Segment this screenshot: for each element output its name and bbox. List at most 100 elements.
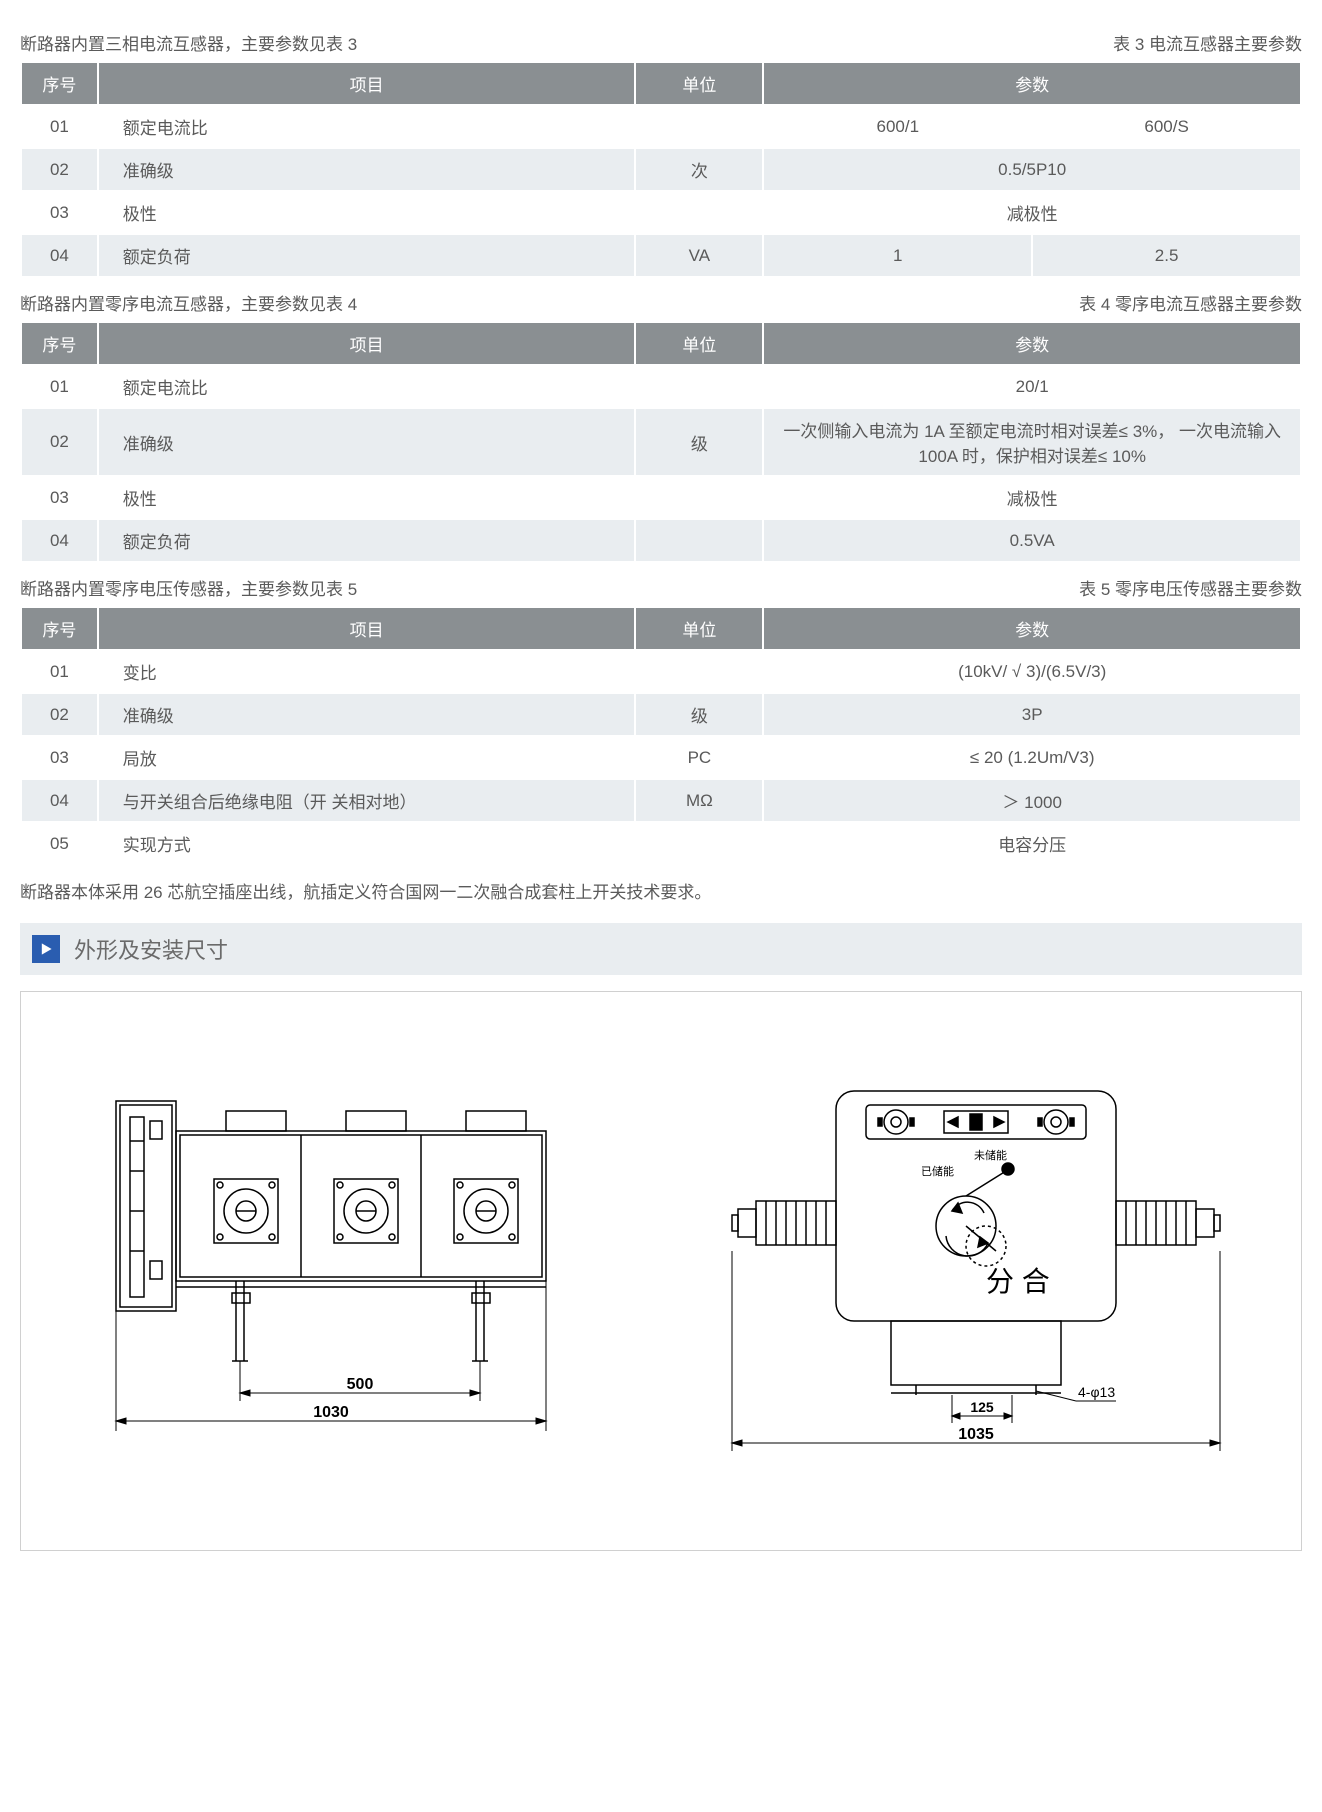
dim-4phi13: 4-φ13 [1078,1384,1115,1400]
cell-seq: 02 [21,693,98,736]
th-param: 参数 [763,607,1301,650]
dim-500: 500 [347,1376,374,1393]
cell-seq: 03 [21,736,98,779]
drawing-right: 已储能 未储能 分 合 125 [661,1051,1291,1491]
table-row: 02 准确级 级 3P [21,693,1301,736]
th-param: 参数 [763,62,1301,105]
dim-125: 125 [970,1399,994,1415]
th-unit: 单位 [635,322,763,365]
cell-unit: 级 [635,408,763,476]
cell-item: 与开关组合后绝缘电阻（开 关相对地） [98,779,636,822]
cell-seq: 04 [21,519,98,562]
play-icon [32,935,60,963]
cell-seq: 02 [21,148,98,191]
cell-item: 变比 [98,650,636,693]
cell-unit: MΩ [635,779,763,822]
cell-seq: 01 [21,105,98,148]
th-item: 项目 [98,607,636,650]
cell-param-b: 600/S [1032,105,1301,148]
cell-seq: 01 [21,365,98,408]
cell-param-a: 600/1 [763,105,1032,148]
table-row: 05 实现方式 电容分压 [21,822,1301,865]
table5: 序号 项目 单位 参数 01 变比 (10kV/ √ 3)/(6.5V/3) 0… [20,606,1302,866]
th-seq: 序号 [21,322,98,365]
cell-unit [635,365,763,408]
cell-param: ＞ 1000 [763,779,1301,822]
table4-caption-left: 断路器内置零序电流互感器，主要参数见表 4 [20,290,357,315]
cell-seq: 01 [21,650,98,693]
table-row: 03 极性 减极性 [21,476,1301,519]
th-item: 项目 [98,322,636,365]
table-row: 04 额定负荷 VA 1 2.5 [21,234,1301,277]
label-open-close: 分 合 [986,1266,1050,1297]
cell-param: 一次侧输入电流为 1A 至额定电流时相对误差≤ 3%， 一次电流输入 100A … [763,408,1301,476]
table3-caption-row: 断路器内置三相电流互感器，主要参数见表 3 表 3 电流互感器主要参数 [20,30,1302,55]
table3: 序号 项目 单位 参数 01 额定电流比 600/1 600/S 02 准确级 … [20,61,1302,278]
table-row: 01 额定电流比 20/1 [21,365,1301,408]
cell-unit: 级 [635,693,763,736]
cell-param: (10kV/ √ 3)/(6.5V/3) [763,650,1301,693]
th-unit: 单位 [635,607,763,650]
cell-seq: 02 [21,408,98,476]
cell-seq: 05 [21,822,98,865]
cell-item: 局放 [98,736,636,779]
label-unstored: 未储能 [974,1148,1007,1162]
cell-item: 准确级 [98,148,636,191]
cell-param: 0.5/5P10 [763,148,1301,191]
cell-item: 极性 [98,191,636,234]
dim-1035: 1035 [958,1426,994,1443]
label-stored: 已储能 [921,1164,954,1178]
drawing-left: 500 1030 [31,1061,661,1481]
cell-unit: 次 [635,148,763,191]
cell-item: 额定电流比 [98,105,636,148]
cell-param: 0.5VA [763,519,1301,562]
cell-seq: 03 [21,191,98,234]
cell-item: 极性 [98,476,636,519]
cell-param: 减极性 [763,191,1301,234]
section-header: 外形及安装尺寸 [20,923,1302,975]
cell-seq: 04 [21,234,98,277]
cell-item: 准确级 [98,408,636,476]
cell-unit [635,519,763,562]
cell-param-b: 2.5 [1032,234,1301,277]
cell-unit: PC [635,736,763,779]
table4-caption-right: 表 4 零序电流互感器主要参数 [1079,290,1302,315]
table4-caption-row: 断路器内置零序电流互感器，主要参数见表 4 表 4 零序电流互感器主要参数 [20,290,1302,315]
table4: 序号 项目 单位 参数 01 额定电流比 20/1 02 准确级 级 一次侧输入… [20,321,1302,563]
section-title: 外形及安装尺寸 [74,933,228,965]
table-row: 04 额定负荷 0.5VA [21,519,1301,562]
table5-caption-right: 表 5 零序电压传感器主要参数 [1079,575,1302,600]
th-param: 参数 [763,322,1301,365]
cell-param: ≤ 20 (1.2Um/V3) [763,736,1301,779]
cell-unit [635,191,763,234]
cell-param: 减极性 [763,476,1301,519]
cell-unit: VA [635,234,763,277]
table-row: 02 准确级 次 0.5/5P10 [21,148,1301,191]
cell-param: 20/1 [763,365,1301,408]
cell-item: 额定负荷 [98,234,636,277]
cell-item: 额定电流比 [98,365,636,408]
cell-param-a: 1 [763,234,1032,277]
cell-item: 准确级 [98,693,636,736]
cell-seq: 04 [21,779,98,822]
th-seq: 序号 [21,607,98,650]
cell-unit [635,476,763,519]
cell-unit [635,105,763,148]
table5-caption-row: 断路器内置零序电压传感器，主要参数见表 5 表 5 零序电压传感器主要参数 [20,575,1302,600]
cell-seq: 03 [21,476,98,519]
table-row: 04 与开关组合后绝缘电阻（开 关相对地） MΩ ＞ 1000 [21,779,1301,822]
table-row: 02 准确级 级 一次侧输入电流为 1A 至额定电流时相对误差≤ 3%， 一次电… [21,408,1301,476]
table-row: 03 极性 减极性 [21,191,1301,234]
table3-caption-left: 断路器内置三相电流互感器，主要参数见表 3 [20,30,357,55]
th-unit: 单位 [635,62,763,105]
cell-unit [635,822,763,865]
cell-param: 3P [763,693,1301,736]
table-row: 03 局放 PC ≤ 20 (1.2Um/V3) [21,736,1301,779]
cell-item: 实现方式 [98,822,636,865]
th-seq: 序号 [21,62,98,105]
table3-caption-right: 表 3 电流互感器主要参数 [1113,30,1302,55]
table5-caption-left: 断路器内置零序电压传感器，主要参数见表 5 [20,575,357,600]
table-row: 01 额定电流比 600/1 600/S [21,105,1301,148]
cell-item: 额定负荷 [98,519,636,562]
table-row: 01 变比 (10kV/ √ 3)/(6.5V/3) [21,650,1301,693]
